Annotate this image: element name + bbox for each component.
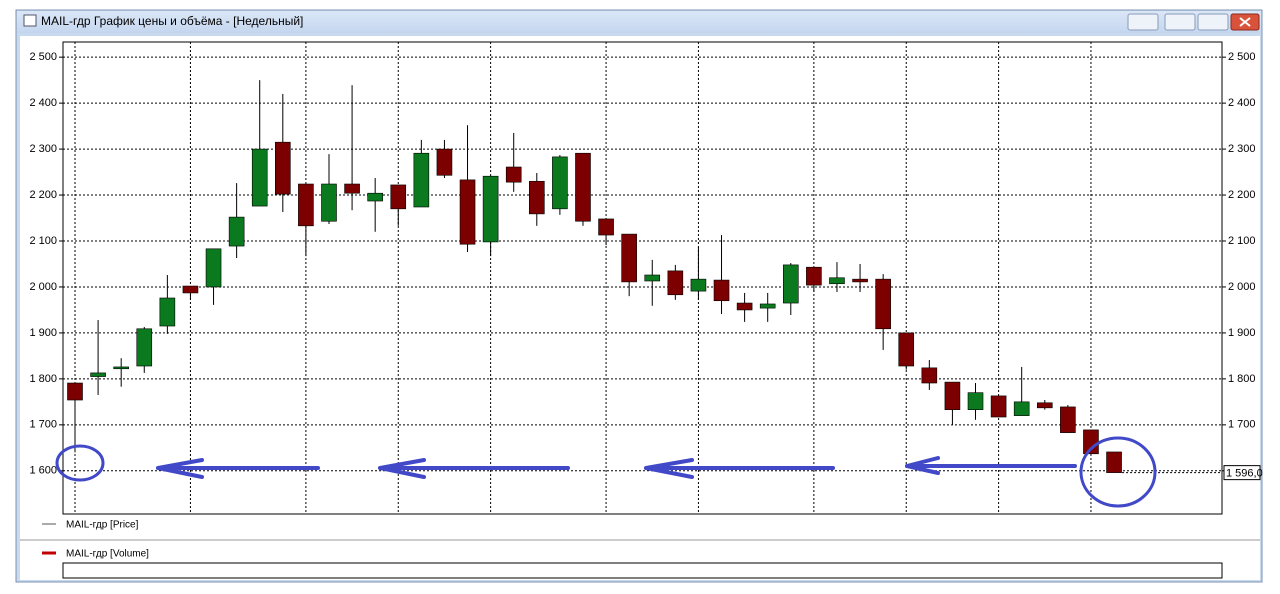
candle-body [759, 303, 776, 309]
candle-body [251, 148, 268, 207]
candle-body [598, 218, 614, 236]
candle-body [275, 141, 291, 195]
last-price-label: 1 596,0 [1226, 468, 1263, 480]
candle-body [505, 166, 522, 183]
y-tick-label: 2 400 [29, 97, 57, 109]
candle-body [898, 332, 915, 367]
y-tick-label: 2 500 [29, 51, 57, 63]
candle-body [67, 382, 83, 401]
minimize-button[interactable] [1164, 13, 1196, 31]
title-bar [17, 11, 1261, 33]
y-tick-label: 1 800 [29, 373, 57, 385]
candle-body [136, 328, 153, 367]
candle-body [182, 285, 199, 294]
candle-body [482, 175, 499, 243]
candle-body [690, 278, 707, 292]
plot-frame [62, 41, 1223, 515]
candle-body [667, 270, 684, 296]
candle-body [1013, 401, 1030, 416]
candle-body [528, 180, 545, 215]
y2-tick-label: 2 100 [1228, 235, 1256, 247]
annotations [55, 436, 1157, 508]
candle-body [459, 179, 476, 245]
y-tick-label: 2 300 [29, 143, 57, 155]
y2-tick-label: 1 900 [1228, 327, 1256, 339]
y2-tick-label: 2 200 [1228, 189, 1256, 201]
candle-body [829, 277, 845, 285]
candle-body [321, 183, 337, 222]
candle-body [159, 297, 176, 327]
candle-body [344, 183, 360, 194]
candle-body [298, 183, 314, 227]
app-icon [23, 14, 37, 27]
candle-body [228, 216, 245, 247]
candle-body [944, 381, 961, 410]
highlight-circle [55, 444, 105, 482]
candle-body [1036, 402, 1053, 409]
y-tick-label: 2 100 [29, 235, 57, 247]
candle-body [736, 302, 753, 311]
y-tick-label: 1 700 [29, 419, 57, 431]
candle-body [921, 367, 938, 384]
candle-body [621, 233, 637, 283]
y2-tick-label: 2 300 [1228, 143, 1256, 155]
last-price-box [1223, 465, 1261, 481]
candle-body [575, 152, 591, 222]
date-axis [62, 562, 1223, 579]
arrow [378, 458, 570, 479]
candle-body [205, 248, 222, 288]
candle-body [413, 152, 430, 208]
candle-body [113, 366, 129, 370]
price-legend: MAIL-гдр [Price] [66, 520, 139, 531]
y2-tick-label: 2 400 [1228, 97, 1256, 109]
y-tick-label: 2 200 [29, 189, 57, 201]
y-tick-label: 1 900 [29, 327, 57, 339]
y2-tick-label: 2 500 [1228, 51, 1256, 63]
candle-body [875, 278, 891, 330]
maximize-button[interactable] [1197, 13, 1229, 31]
y2-tick-label: 2 000 [1228, 281, 1256, 293]
y2-tick-label: 1 800 [1228, 373, 1256, 385]
arrow [644, 458, 835, 479]
arrow [156, 458, 320, 479]
candle-body [1060, 406, 1076, 433]
arrow [905, 456, 1077, 475]
candle-body [552, 156, 568, 210]
candle-body [967, 392, 984, 410]
candle-body [713, 279, 730, 302]
y-tick-label: 2 000 [29, 281, 57, 293]
candle-body [436, 148, 453, 176]
window-title: MAIL-гдр График цены и объёма - [Недельн… [41, 14, 303, 28]
pin-button[interactable] [1127, 13, 1159, 31]
y2-tick-label: 1 700 [1228, 419, 1256, 431]
candle-body [367, 192, 383, 202]
candle-body [806, 266, 822, 286]
candle-body [782, 264, 799, 304]
candle-body [990, 395, 1007, 418]
close-icon [1239, 17, 1251, 27]
candle-body [852, 278, 868, 283]
y-tick-label: 1 600 [29, 465, 57, 477]
candle-body [90, 372, 106, 377]
volume-legend: MAIL-гдр [Volume] [66, 549, 149, 560]
candle-body [390, 184, 407, 210]
highlight-circle [1079, 436, 1157, 508]
candle-body [644, 274, 661, 282]
candle-body [1106, 451, 1122, 473]
